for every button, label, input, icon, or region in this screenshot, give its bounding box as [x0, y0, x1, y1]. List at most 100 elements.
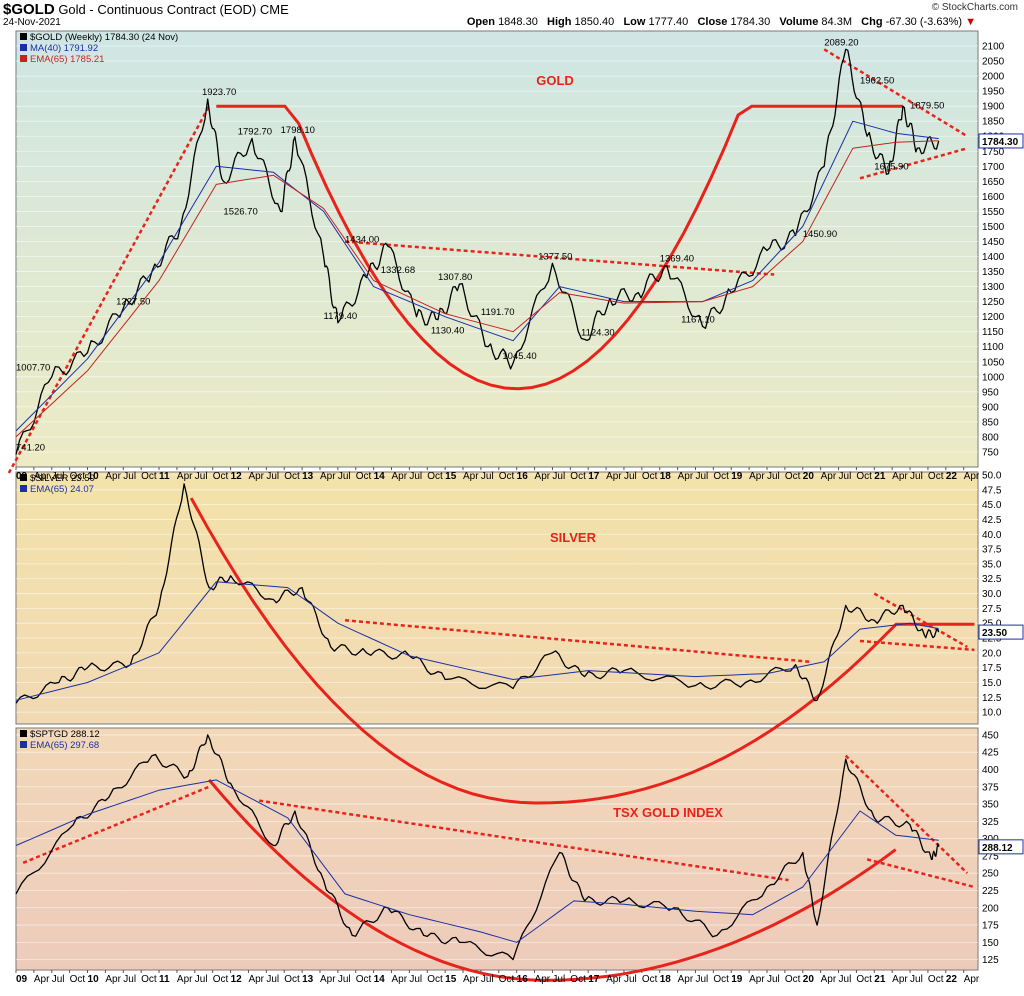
- x-tick-label: Apr: [105, 974, 121, 985]
- x-tick-label: 22: [946, 974, 958, 985]
- x-tick-label: Oct: [356, 471, 372, 482]
- x-tick-label: Oct: [141, 974, 157, 985]
- volume-value: 84.3M: [821, 16, 852, 28]
- y-tick-label: 1600: [982, 192, 1005, 203]
- x-tick-label: Oct: [713, 471, 729, 482]
- legend-swatch: [20, 44, 27, 51]
- legend-swatch: [20, 55, 27, 62]
- legend-entry: EMA(65) 297.68: [30, 740, 99, 751]
- legend-swatch: [20, 730, 27, 737]
- y-tick-label: 37.5: [982, 545, 1002, 556]
- low-value: 1777.40: [648, 16, 689, 28]
- x-tick-label: 15: [445, 974, 457, 985]
- x-tick-label: Jul: [695, 974, 708, 985]
- legend-swatch: [20, 485, 27, 492]
- x-tick-label: Apr: [177, 471, 193, 482]
- x-tick-label: Oct: [928, 974, 944, 985]
- x-tick-label: Jul: [338, 974, 351, 985]
- x-tick-label: Jul: [910, 974, 923, 985]
- x-tick-label: Apr: [535, 974, 551, 985]
- y-tick-label: 27.5: [982, 604, 1002, 615]
- gold-point-label: 1179.40: [324, 311, 358, 322]
- x-tick-label: Oct: [642, 471, 658, 482]
- x-tick-label: Oct: [570, 471, 586, 482]
- gold-point-label: 2089.20: [824, 37, 858, 48]
- x-tick-label: Jul: [195, 471, 208, 482]
- x-tick-label: Oct: [499, 471, 515, 482]
- x-tick-label: Jul: [266, 471, 279, 482]
- y-tick-label: 25.0: [982, 619, 1002, 630]
- gold-point-label: 1526.70: [223, 206, 257, 217]
- x-tick-label: Jul: [123, 471, 136, 482]
- x-tick-label: Jul: [624, 974, 637, 985]
- volume-label: Volume: [779, 16, 819, 28]
- y-tick-label: 2050: [982, 57, 1005, 68]
- gold-point-label: 1007.70: [16, 362, 50, 373]
- last-value-label: 23.50: [982, 628, 1007, 639]
- silver-series-0: [15, 483, 940, 704]
- high-value: 1850.40: [574, 16, 615, 28]
- x-tick-label: Apr: [177, 974, 193, 985]
- y-tick-label: 450: [982, 730, 999, 741]
- x-tick-label: Oct: [70, 974, 86, 985]
- x-tick-label: Apr: [606, 471, 622, 482]
- x-tick-label: 21: [874, 471, 886, 482]
- gold-point-label: 1332.68: [381, 265, 415, 276]
- x-tick-label: Jul: [409, 974, 422, 985]
- gold-point-label: 1191.70: [481, 307, 515, 318]
- x-tick-label: Jul: [338, 471, 351, 482]
- x-tick-label: Oct: [570, 974, 586, 985]
- gold-point-label: 1227.50: [116, 296, 150, 307]
- gold-point-label: 1923.70: [202, 87, 236, 98]
- x-tick-label: 19: [731, 471, 743, 482]
- x-tick-label: 19: [731, 974, 743, 985]
- chart-date: 24-Nov-2021: [3, 17, 61, 28]
- x-tick-label: Jul: [695, 471, 708, 482]
- x-tick-label: Jul: [52, 974, 65, 985]
- x-tick-label: Jul: [624, 471, 637, 482]
- y-tick-label: 1850: [982, 117, 1005, 128]
- y-tick-label: 425: [982, 748, 999, 759]
- x-tick-label: Oct: [427, 471, 443, 482]
- y-tick-label: 2000: [982, 72, 1005, 83]
- x-tick-label: 18: [660, 471, 672, 482]
- legend-entry: $GOLD (Weekly) 1784.30 (24 Nov): [30, 32, 178, 43]
- x-tick-label: Oct: [141, 471, 157, 482]
- x-tick-label: Jul: [481, 471, 494, 482]
- y-tick-label: 30.0: [982, 589, 1002, 600]
- y-tick-label: 1350: [982, 267, 1005, 278]
- x-tick-label: Oct: [785, 974, 801, 985]
- x-tick-label: Apr: [535, 471, 551, 482]
- y-tick-label: 1500: [982, 222, 1005, 233]
- instrument-name: Gold - Continuous Contract (EOD) CME: [58, 2, 289, 17]
- legend-entry: EMA(65) 1785.21: [30, 54, 104, 65]
- tsx-wedge-lower: [866, 858, 975, 889]
- y-tick-label: 1950: [982, 87, 1005, 98]
- x-tick-label: 12: [231, 471, 243, 482]
- open-label: Open: [466, 16, 495, 28]
- legend-entry: $SILVER 23.50: [30, 473, 95, 484]
- ohlc-readout: Open 1848.30 High 1850.40 Low 1777.40 Cl…: [467, 16, 976, 28]
- x-tick-label: Jul: [123, 974, 136, 985]
- y-tick-label: 47.5: [982, 485, 1002, 496]
- y-tick-label: 1700: [982, 162, 1005, 173]
- gold-point-label: 1307.80: [438, 272, 472, 283]
- silver-resistance-line: [344, 618, 811, 663]
- silver-series-1: [15, 581, 939, 701]
- y-tick-label: 375: [982, 782, 999, 793]
- chg-value: -67.30 (-3.63%): [885, 16, 963, 28]
- silver-wedge-upper: [873, 592, 968, 649]
- y-tick-label: 250: [982, 869, 999, 880]
- brand-watermark: © StockCharts.com: [931, 2, 1018, 13]
- tsx-cup-curve: [207, 778, 897, 982]
- x-tick-label: Apr: [320, 471, 336, 482]
- x-tick-label: Jul: [839, 974, 852, 985]
- y-tick-label: 45.0: [982, 500, 1002, 511]
- gold-point-label: 1962.50: [860, 75, 894, 86]
- y-tick-label: 325: [982, 817, 999, 828]
- x-tick-label: Oct: [642, 974, 658, 985]
- gold-cup-curve: [216, 104, 903, 391]
- x-tick-label: Oct: [284, 974, 300, 985]
- gold-point-label: 1377.50: [538, 251, 572, 262]
- x-tick-label: Jul: [552, 471, 565, 482]
